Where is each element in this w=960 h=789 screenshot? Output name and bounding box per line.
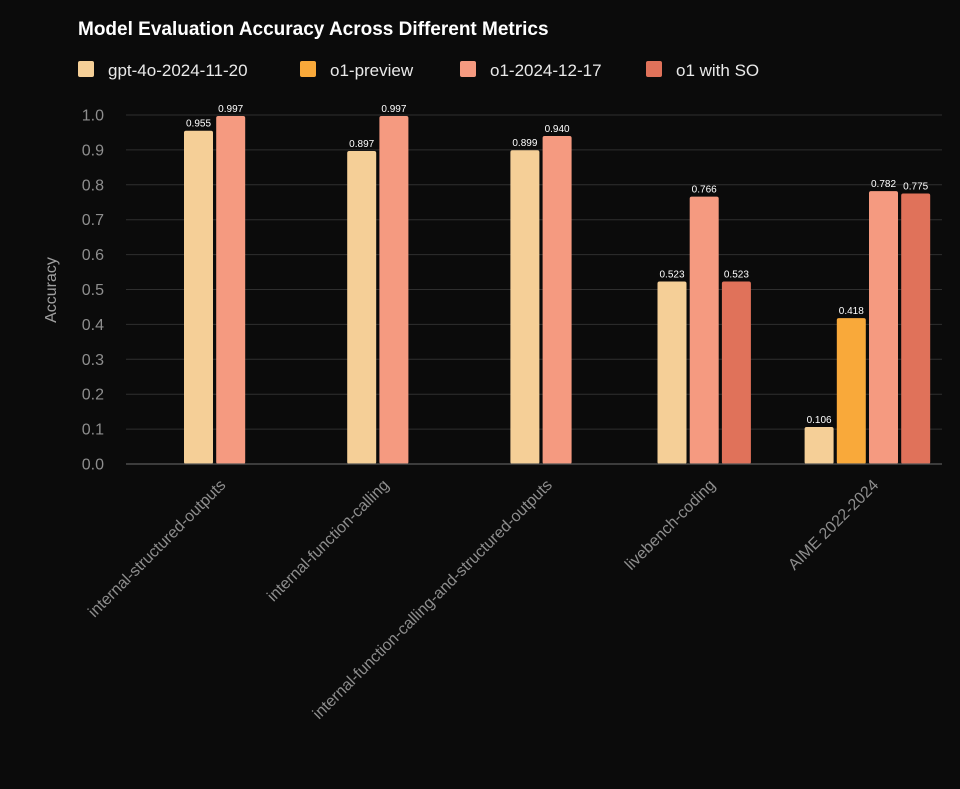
data-label: 0.940: [545, 124, 570, 135]
bar: [184, 130, 213, 464]
data-label: 0.899: [512, 138, 537, 149]
legend-label: gpt-4o-2024-11-20: [108, 61, 248, 80]
bar: [721, 281, 751, 464]
bar: [542, 135, 572, 464]
y-tick-label: 0.0: [82, 457, 104, 474]
data-label: 0.997: [381, 104, 406, 115]
data-label: 0.782: [871, 179, 896, 190]
x-tick-label: internal-structured-outputs: [85, 477, 229, 621]
legend: gpt-4o-2024-11-20 o1-preview o1-2024-12-17…: [78, 61, 759, 80]
bar: [216, 116, 246, 464]
bar: [379, 116, 409, 464]
y-tick-label: 0.5: [82, 282, 104, 299]
chart-title: Model Evaluation Accuracy Across Differe…: [78, 19, 549, 40]
bar: [869, 191, 898, 464]
legend-swatch: [78, 61, 94, 77]
data-label: 0.106: [807, 415, 832, 426]
bar: [901, 193, 931, 464]
y-tick-label: 0.8: [82, 177, 104, 194]
data-label: 0.523: [724, 269, 749, 280]
legend-swatch: [460, 61, 476, 77]
legend-swatch: [300, 61, 316, 77]
data-label: 0.955: [186, 119, 211, 130]
data-label: 0.523: [659, 269, 684, 280]
data-label: 0.775: [903, 182, 928, 193]
y-tick-label: 0.2: [82, 387, 104, 404]
bar: [836, 318, 866, 464]
y-tick-label: 0.3: [82, 352, 104, 369]
bar: [510, 150, 540, 464]
y-tick-label: 0.4: [82, 317, 104, 334]
legend-label: o1-2024-12-17: [490, 61, 602, 80]
y-tick-label: 0.6: [82, 247, 104, 264]
legend-label: o1 with SO: [676, 61, 759, 80]
data-label: 0.418: [839, 306, 864, 317]
data-label: 0.897: [349, 139, 374, 150]
data-label: 0.766: [692, 185, 717, 196]
y-axis-label: Accuracy: [43, 257, 60, 323]
x-axis-ticks: internal-structured-outputs internal-func…: [85, 477, 882, 723]
y-tick-label: 0.7: [82, 212, 104, 229]
y-tick-label: 0.9: [82, 142, 104, 159]
x-tick-label: livebench-coding: [622, 477, 719, 574]
bar: [347, 150, 377, 464]
data-label: 0.997: [218, 104, 243, 115]
y-axis-ticks: 0.0 0.1 0.2 0.3 0.4 0.5 0.6 0.7 0.8 0.9 1.0: [82, 108, 104, 474]
y-tick-label: 0.1: [82, 422, 104, 439]
bar: [657, 281, 687, 464]
bars: [184, 116, 931, 464]
y-tick-label: 1.0: [82, 108, 104, 125]
x-tick-label: internal-function-calling: [264, 477, 392, 605]
x-tick-label: AIME 2022-2024: [785, 477, 882, 574]
bar: [804, 427, 834, 464]
legend-swatch: [646, 61, 662, 77]
data-labels: 0.955 0.997 0.897 0.997 0.899 0.940 0.523 0.766…: [186, 104, 929, 426]
bar: [689, 196, 719, 464]
legend-label: o1-preview: [330, 61, 414, 80]
